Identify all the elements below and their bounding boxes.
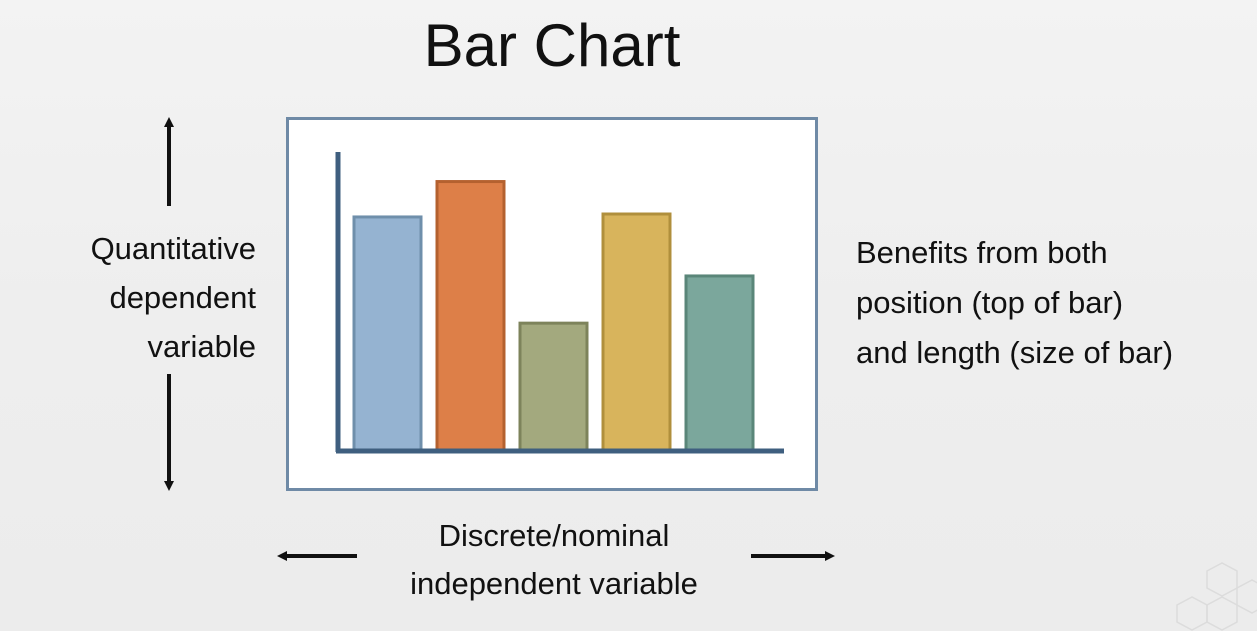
- hexagon-pattern-icon: [1176, 562, 1257, 631]
- x-axis-description: Discrete/nominal independent variable: [354, 512, 754, 608]
- y-axis-description-line: dependent: [109, 280, 256, 315]
- bar-chart: [335, 152, 784, 454]
- bar-1: [352, 215, 423, 452]
- benefits-note-line: and length (size of bar): [856, 335, 1174, 370]
- chart-frame: [286, 117, 818, 491]
- x-axis-description-line: independent variable: [410, 566, 698, 601]
- benefits-note: Benefits from both position (top of bar)…: [856, 228, 1251, 378]
- y-axis-description-line: Quantitative: [90, 231, 256, 266]
- y-axis-description: Quantitative dependent variable: [20, 224, 256, 371]
- bar-3: [518, 321, 589, 452]
- benefits-note-line: Benefits from both: [856, 235, 1108, 270]
- x-axis-description-line: Discrete/nominal: [438, 518, 670, 553]
- slide-title: Bar Chart: [423, 12, 681, 79]
- y-axis-description-line: variable: [147, 329, 256, 364]
- benefits-note-line: position (top of bar): [856, 285, 1124, 320]
